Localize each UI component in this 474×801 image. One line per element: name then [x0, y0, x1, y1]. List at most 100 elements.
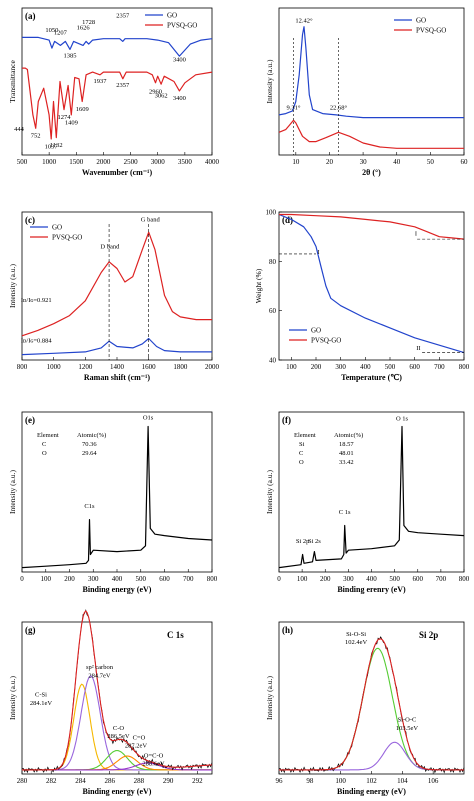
- x-tick-label: 600: [409, 363, 420, 371]
- x-tick-label: 200: [64, 575, 75, 583]
- x-tick-label: 30: [360, 158, 368, 166]
- panel-label: (c): [25, 215, 35, 225]
- annotation: 287.2eV: [125, 743, 148, 750]
- annotation: 286.5eV: [107, 733, 130, 740]
- x-tick-label: 400: [360, 363, 371, 371]
- panel-d: 100 200 300 400 500 600 700 800 40 60 80 100 Tempera…: [254, 209, 470, 383]
- annotation: D band: [100, 243, 120, 250]
- x-tick-label: 3500: [178, 158, 193, 166]
- panel-e: 0 100 200 300 400 500 600 700 800 Binding energy …: [8, 411, 218, 594]
- x-tick-label: 700: [434, 363, 445, 371]
- series-line: [278, 425, 465, 569]
- x-tick-label: 50: [427, 158, 435, 166]
- y-axis-label: Transmittance: [8, 60, 17, 103]
- x-tick-label: 500: [385, 363, 396, 371]
- legend-label: PVSQ-GO: [311, 337, 341, 345]
- series-line: [279, 213, 465, 240]
- table-cell: 18.57: [339, 441, 354, 448]
- y-axis-label: Intensity (a.u.): [265, 676, 274, 720]
- x-axis-label: Binding energy (eV): [83, 787, 152, 796]
- x-tick-label: 700: [183, 575, 194, 583]
- panel-label: (h): [282, 625, 293, 635]
- plot-frame: [21, 7, 213, 156]
- table-cell: 29.64: [82, 450, 97, 457]
- y-axis-label: Intensity (a.u.): [8, 264, 17, 308]
- x-tick-label: 800: [459, 363, 470, 371]
- series-line: [278, 26, 464, 119]
- x-tick-label: 10: [292, 158, 300, 166]
- x-tick-label: 1000: [42, 158, 57, 166]
- series-line: [22, 675, 212, 771]
- x-tick-label: 290: [163, 777, 174, 785]
- panel-label: (e): [25, 415, 35, 425]
- series-line: [21, 337, 212, 356]
- annotation: 3400: [173, 95, 186, 102]
- annotation: Iᴅ/Iɢ=0.884: [21, 338, 53, 345]
- x-tick-label: 284: [75, 777, 86, 785]
- plot-frame: [278, 211, 465, 361]
- annotation: 22.68°: [330, 105, 348, 112]
- annotation: C 1s: [339, 509, 351, 516]
- x-tick-label: 100: [297, 575, 308, 583]
- table-header: Element: [294, 432, 316, 439]
- series-line: [21, 231, 212, 337]
- annotation: II: [416, 345, 420, 352]
- annotation: 102.4eV: [345, 639, 368, 646]
- x-tick-label: 400: [366, 575, 377, 583]
- table-cell: C: [42, 441, 46, 448]
- plot-frame: [278, 7, 465, 156]
- x-tick-label: 0: [277, 575, 281, 583]
- legend-label: GO: [416, 17, 426, 25]
- x-tick-label: 0: [20, 575, 24, 583]
- table-cell: Si: [299, 441, 305, 448]
- panel-b: 10 20 30 40 50 60 2θ (°) Intensity (a.u.) GO PVSQ…: [265, 7, 469, 177]
- x-axis-label: Binding erenry (eV): [337, 585, 406, 594]
- annotation: C-Si: [35, 692, 47, 699]
- annotation: 288.6eV: [142, 761, 165, 768]
- raw-data-line: [21, 609, 213, 774]
- annotation: O 1s: [396, 416, 409, 423]
- x-tick-label: 300: [343, 575, 354, 583]
- table-cell: C: [299, 450, 303, 457]
- annotation: 1409: [65, 119, 78, 126]
- x-tick-label: 400: [112, 575, 123, 583]
- x-tick-label: 282: [46, 777, 57, 785]
- legend-label: GO: [311, 327, 321, 335]
- y-axis-label: Intensity (a.u.): [265, 59, 274, 103]
- x-axis-label: Raman shift (cm⁻¹): [84, 373, 151, 382]
- legend-label: PVSQ-GO: [416, 27, 446, 35]
- x-axis-label: Temperature (℃): [341, 373, 402, 382]
- y-axis-label: Intensity (a.u.): [265, 470, 274, 514]
- annotation: 1385: [64, 52, 77, 59]
- annotation: 3062: [155, 93, 168, 100]
- y-tick-label: 40: [269, 357, 277, 365]
- y-tick-label: 100: [266, 209, 277, 217]
- annotation: sp² carbon: [86, 664, 114, 671]
- x-tick-label: 1200: [78, 363, 93, 371]
- x-tick-label: 1400: [110, 363, 125, 371]
- x-tick-label: 288: [134, 777, 145, 785]
- annotation: Si 2s: [308, 538, 321, 545]
- y-tick-label: 60: [269, 307, 277, 315]
- panel-label: (a): [25, 11, 36, 21]
- x-tick-label: 280: [17, 777, 28, 785]
- x-tick-label: 1500: [69, 158, 84, 166]
- x-tick-label: 500: [17, 158, 28, 166]
- table-cell: 48.01: [339, 450, 354, 457]
- x-tick-label: 60: [461, 158, 469, 166]
- x-tick-label: 300: [335, 363, 346, 371]
- x-tick-label: 96: [276, 777, 284, 785]
- table-cell: O: [42, 450, 47, 457]
- x-tick-label: 1000: [47, 363, 62, 371]
- panel-label: (g): [25, 625, 36, 635]
- panel-c: 800 1000 1200 1400 1600 1800 2000 Raman shift (…: [8, 211, 220, 382]
- series-line: [22, 36, 213, 57]
- annotation: 9.31°: [287, 105, 301, 112]
- annotation: Si 2p: [296, 538, 310, 545]
- annotation: 2357: [116, 12, 130, 19]
- annotation: 1626: [77, 24, 91, 31]
- annotation: 1728: [82, 19, 95, 26]
- annotation: I: [415, 230, 417, 237]
